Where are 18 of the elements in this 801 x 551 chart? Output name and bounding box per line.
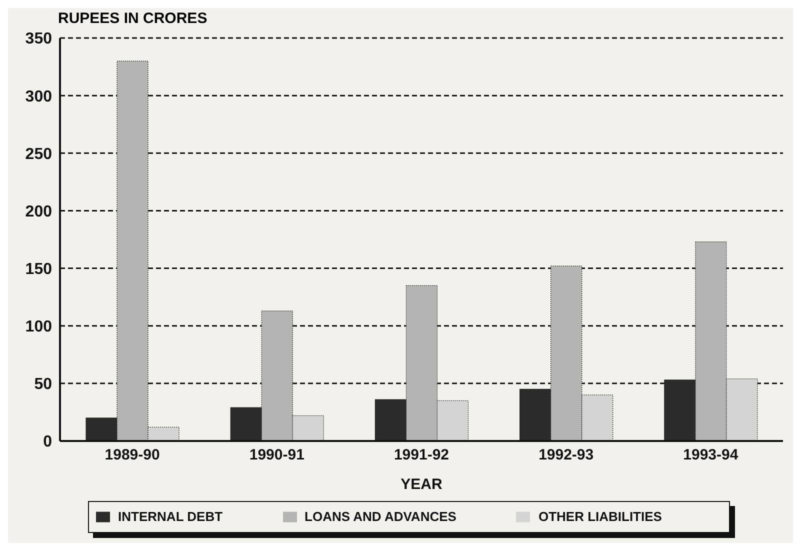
y-tick-label: 50 (34, 376, 52, 394)
y-tick-label: 300 (25, 88, 52, 106)
x-tick-label: 1989-90 (104, 446, 160, 464)
legend-label: INTERNAL DEBT (118, 509, 223, 524)
y-tick-label: 150 (25, 260, 52, 278)
y-axis-title: RUPEES IN CRORES (58, 10, 208, 27)
x-tick-label: 1992-93 (538, 446, 594, 464)
y-tick-label: 0 (43, 434, 52, 451)
x-tick-label: 1990-91 (249, 446, 304, 464)
y-tick-label: 250 (25, 146, 52, 163)
y-tick-label: 350 (25, 30, 52, 48)
legend-label: LOANS AND ADVANCES (304, 509, 456, 524)
y-tick-label: 100 (25, 318, 52, 336)
y-tick-label: 200 (25, 203, 52, 220)
x-axis-title: YEAR (400, 476, 442, 493)
legend-label: OTHER LIABILITIES (538, 509, 662, 524)
x-tick-label: 1993-94 (683, 446, 739, 464)
x-tick-label: 1991-92 (394, 446, 450, 464)
